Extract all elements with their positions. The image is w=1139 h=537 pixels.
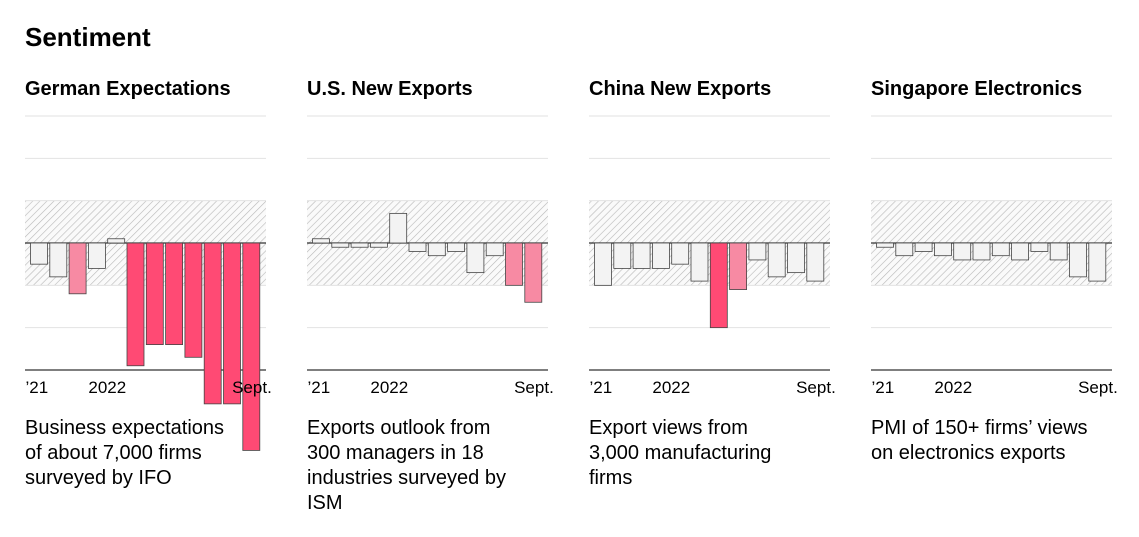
chart-description: industries surveyed by [307, 467, 506, 489]
bar [709, 242, 728, 329]
chart-description: PMI of 150+ firms’ views [871, 417, 1088, 439]
chart-description: firms [589, 467, 632, 489]
bar [806, 242, 825, 282]
bar [203, 242, 222, 405]
bar [126, 242, 145, 367]
x-tick-label: ’21 [26, 378, 49, 397]
chart-description: 300 managers in 18 [307, 442, 484, 464]
chart-title: German Expectations [25, 78, 231, 100]
bar [1069, 242, 1087, 278]
x-tick-label: 2022 [934, 378, 972, 397]
chart-description: 3,000 manufacturing [589, 442, 771, 464]
chart-description: surveyed by IFO [25, 467, 172, 489]
chart-description: Business expectations [25, 417, 224, 439]
bar [524, 242, 543, 303]
x-tick-label: Sept. [796, 378, 836, 397]
bar [1049, 242, 1068, 261]
x-tick-label: ’21 [590, 378, 613, 397]
x-tick-label: Sept. [1078, 378, 1118, 397]
bar [991, 242, 1010, 257]
bar [729, 242, 747, 290]
bar [690, 242, 709, 282]
bar [934, 242, 952, 257]
bar [49, 242, 68, 278]
bar [389, 212, 408, 244]
bar [165, 242, 184, 345]
x-tick-label: ’21 [308, 378, 331, 397]
chart-title: U.S. New Exports [307, 78, 473, 100]
bar [145, 242, 164, 345]
bar [613, 242, 632, 269]
chart-description: ISM [307, 492, 343, 514]
bar [953, 242, 972, 261]
x-tick-label: Sept. [514, 378, 554, 397]
bar [1030, 242, 1049, 252]
bar [632, 242, 651, 269]
bar [972, 242, 991, 261]
chart-description: on electronics exports [871, 442, 1066, 464]
bar [331, 242, 350, 248]
bar [30, 242, 48, 265]
bar [369, 242, 388, 248]
bar [107, 238, 126, 244]
bar [594, 242, 612, 286]
bar [914, 242, 933, 252]
chart-description: Export views from [589, 417, 748, 439]
bar [223, 242, 241, 405]
x-tick-label: 2022 [88, 378, 126, 397]
bar [1011, 242, 1029, 261]
bar [427, 242, 446, 257]
bar [748, 242, 767, 261]
bar [447, 242, 466, 252]
bar [895, 242, 914, 257]
page-title: Sentiment [25, 22, 151, 52]
bar [767, 242, 786, 278]
x-tick-label: 2022 [370, 378, 408, 397]
bar [787, 242, 805, 274]
bar [68, 242, 87, 295]
bar [505, 242, 523, 286]
x-tick-label: Sept. [232, 378, 272, 397]
bar [876, 242, 894, 248]
bar [184, 242, 203, 358]
chart-description: of about 7,000 firms [25, 442, 202, 464]
x-tick-label: 2022 [652, 378, 690, 397]
x-tick-label: ’21 [872, 378, 895, 397]
bar [652, 242, 670, 269]
chart-title: China New Exports [589, 78, 771, 100]
bar [242, 242, 261, 451]
bar [1088, 242, 1107, 282]
bar [671, 242, 690, 265]
chart-title: Singapore Electronics [871, 78, 1082, 100]
bar [408, 242, 427, 252]
bar [466, 242, 485, 274]
bar [350, 242, 369, 248]
bar [485, 242, 504, 257]
bar [312, 238, 330, 244]
bar [88, 242, 106, 269]
chart-description: Exports outlook from [307, 417, 490, 439]
